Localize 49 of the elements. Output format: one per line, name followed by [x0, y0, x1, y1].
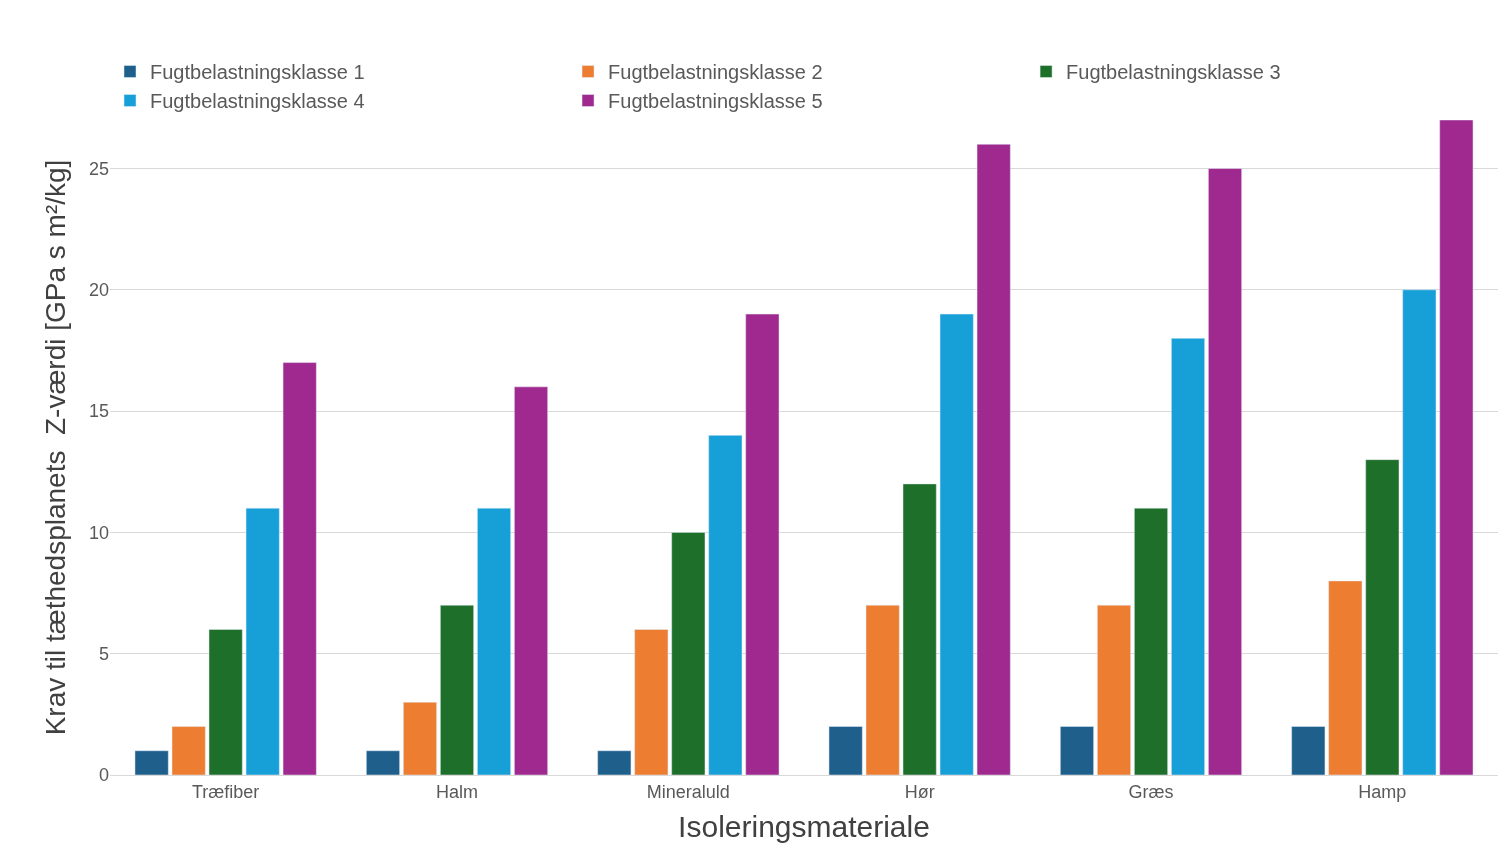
x-tick-label: Mineraluld — [646, 781, 730, 802]
bar — [597, 750, 632, 775]
bar — [1402, 289, 1437, 775]
legend-label: Fugtbelastningsklasse 4 — [150, 90, 365, 113]
bar — [171, 726, 206, 775]
bar — [245, 507, 280, 775]
bar — [1365, 459, 1400, 775]
bar — [403, 701, 437, 775]
bar — [708, 435, 743, 775]
bar — [1208, 168, 1242, 775]
legend-label: Fugtbelastningsklasse 2 — [608, 61, 823, 84]
bar — [671, 532, 706, 775]
bar — [514, 386, 548, 775]
bar — [939, 313, 974, 775]
legend-label: Fugtbelastningsklasse 5 — [608, 90, 823, 113]
bar — [366, 750, 400, 775]
bar — [1439, 120, 1474, 775]
legend-label: Fugtbelastningsklasse 3 — [1066, 61, 1281, 84]
bar — [828, 726, 863, 775]
bar — [1134, 507, 1168, 775]
bar — [865, 604, 900, 775]
y-axis-title: Krav til tæthedsplanets Z-værdi [GPa s m²/kg] — [39, 159, 71, 736]
x-tick-label: Græs — [1128, 781, 1174, 802]
bar — [634, 629, 669, 775]
y-tick-label: 10 — [88, 522, 109, 543]
bar — [745, 313, 780, 775]
x-tick-label: Halm — [435, 781, 479, 802]
x-tick-label: Hør — [904, 781, 935, 802]
bar — [1171, 338, 1205, 775]
x-tick-label: Træfiber — [192, 781, 260, 802]
bar — [134, 750, 169, 775]
bar — [1097, 604, 1131, 775]
x-axis-title: Isoleringsmateriale — [678, 810, 930, 844]
bar — [477, 507, 511, 775]
bar — [1328, 580, 1363, 775]
y-tick-label: 20 — [88, 280, 109, 301]
x-tick-label: Hamp — [1358, 781, 1407, 802]
bar — [208, 629, 243, 775]
bar — [282, 362, 317, 775]
y-tick-label: 25 — [88, 158, 109, 179]
y-tick-label: 0 — [98, 765, 109, 786]
bar — [440, 604, 474, 775]
bar — [902, 483, 937, 775]
y-tick-label: 5 — [98, 644, 109, 664]
bar — [976, 144, 1011, 775]
bar — [1060, 726, 1094, 775]
y-tick-label: 15 — [88, 401, 109, 422]
legend-label: Fugtbelastningsklasse 1 — [150, 61, 365, 84]
bar — [1291, 726, 1326, 775]
